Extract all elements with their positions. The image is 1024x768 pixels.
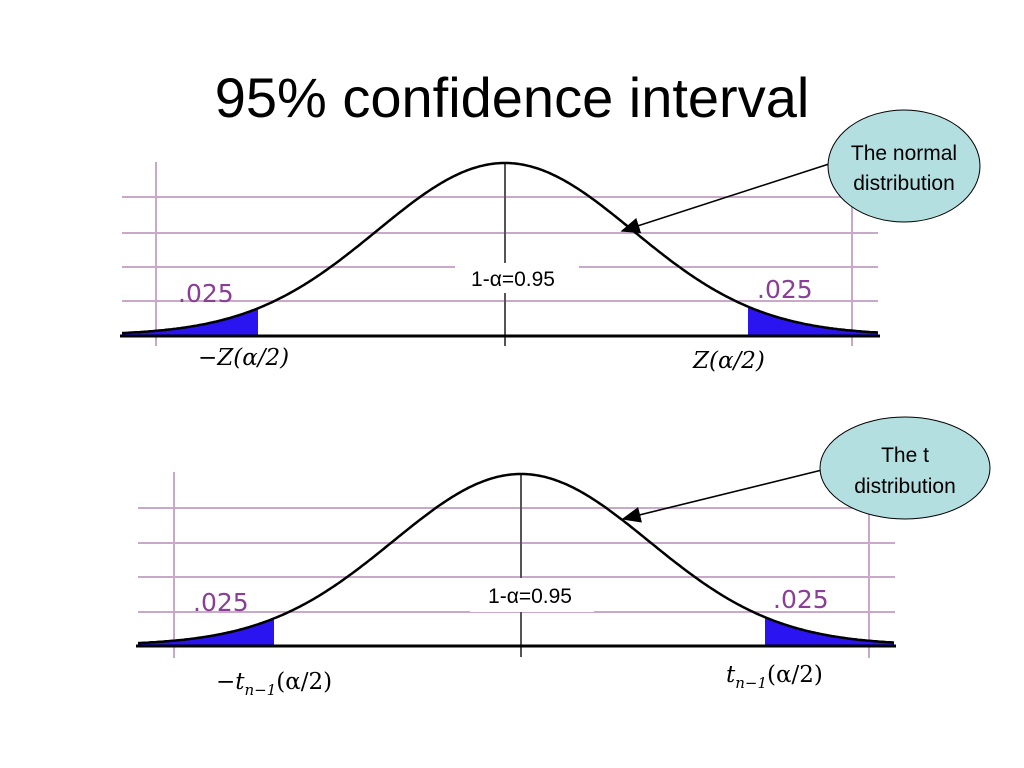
callout-bubble [819, 416, 991, 520]
bell-curve [122, 161, 879, 335]
right-critical-value: Z(α/2) [692, 348, 765, 374]
left-tail-area [138, 618, 274, 645]
t-distribution-panel: 1-α=0.95 .025 .025 −tn−1(α/2) tn−1(α/2) … [136, 416, 991, 699]
callout-arrow [621, 469, 823, 523]
slide-title: 95% confidence interval [214, 66, 810, 129]
callout-text-line1: The t [881, 444, 929, 467]
callout-arrow [620, 162, 833, 234]
right-tail-area [765, 617, 894, 645]
left-tail-area [122, 308, 258, 335]
right-tail-label: .025 [757, 275, 813, 304]
callout-text-line2: distribution [854, 475, 956, 498]
left-critical-value: −Z(α/2) [198, 345, 289, 371]
callout-text-line2: distribution [853, 172, 955, 195]
left-critical-value: −tn−1(α/2) [216, 669, 332, 699]
normal-distribution-panel: 1-α=0.95 .025 .025 −Z(α/2) Z(α/2) The no… [120, 109, 981, 374]
right-critical-value: tn−1(α/2) [726, 662, 823, 692]
callout-text-line1: The normal [851, 142, 957, 165]
confidence-level-label: 1-α=0.95 [488, 585, 572, 608]
confidence-level-label: 1-α=0.95 [471, 268, 555, 291]
grid-lines [138, 472, 895, 658]
right-tail-area [748, 306, 878, 335]
callout-bubble [827, 109, 981, 223]
right-tail-label: .025 [773, 585, 829, 614]
left-tail-label: .025 [178, 279, 234, 308]
left-tail-label: .025 [193, 588, 249, 617]
bell-curve [137, 472, 895, 645]
